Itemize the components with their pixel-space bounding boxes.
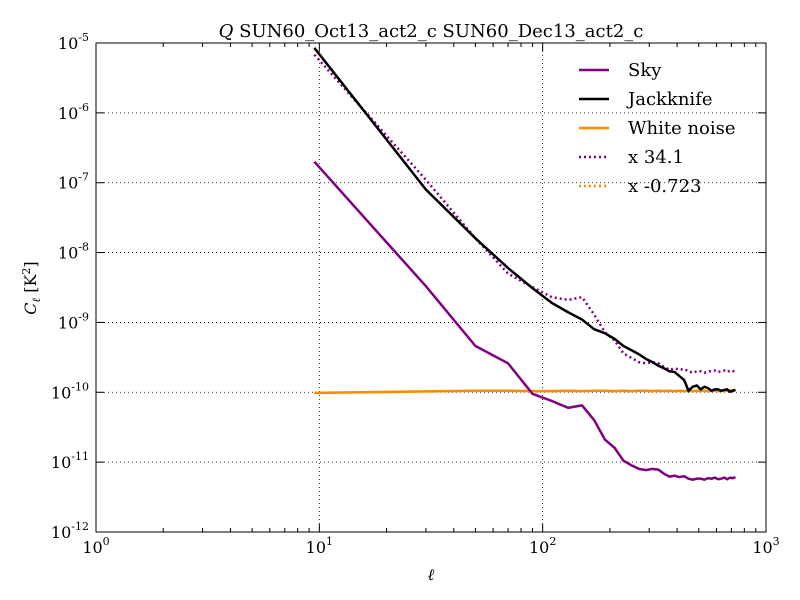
plot-frame	[95, 42, 767, 533]
y-axis-label-unit-open: [K	[21, 274, 40, 298]
y-tick-label: 10-11	[51, 450, 89, 472]
y-tick-label: 10-7	[58, 171, 89, 193]
y-tick-label: 10-9	[58, 310, 89, 332]
x-tick-label: 102	[529, 535, 556, 557]
y-tick-label: 10-10	[51, 380, 89, 402]
y-axis-label: Cℓ [K2]	[20, 261, 43, 314]
series-group	[313, 47, 736, 482]
series-line-sky	[313, 160, 736, 482]
series-line-jackknife	[313, 47, 736, 394]
x-tick-label: 100	[82, 535, 109, 557]
axis-ticks: 100 101 102 103 10-12 10-11 10-10 10-9 10-8 10-7 1…	[51, 31, 780, 557]
y-tick-label: 10-8	[58, 241, 89, 263]
series-line-x-0-723	[314, 388, 736, 395]
y-tick-label: 10-12	[51, 520, 89, 542]
y-axis-label-unit-sup: 2	[20, 268, 33, 275]
y-axis-label-unit-close: ]	[21, 261, 40, 267]
y-tick-label: 10-6	[58, 101, 89, 123]
legend-label-x-0-723: x -0.723	[628, 176, 702, 197]
y-axis-label-sub: ℓ	[30, 297, 43, 302]
legend-label-jackknife: Jackknife	[626, 89, 713, 110]
y-axis-label-main: C	[21, 302, 40, 314]
legend: Sky Jackknife White noise x 34.1 x -0.723	[579, 60, 736, 197]
x-tick-label: 103	[752, 535, 779, 557]
y-tick-label: 10-5	[58, 31, 89, 53]
legend-label-white-noise: White noise	[628, 118, 736, 139]
chart-title: Q SUN60_Oct13_act2_c SUN60_Dec13_act2_c	[219, 21, 644, 42]
chart-title-math: Q	[219, 21, 234, 42]
legend-label-x-34-1: x 34.1	[628, 147, 684, 168]
legend-label-sky: Sky	[628, 60, 662, 81]
x-axis-label: ℓ	[428, 565, 435, 584]
x-tick-label: 101	[306, 535, 333, 557]
grid-lines	[96, 43, 766, 532]
chart-title-text: SUN60_Oct13_act2_c SUN60_Dec13_act2_c	[233, 21, 643, 42]
